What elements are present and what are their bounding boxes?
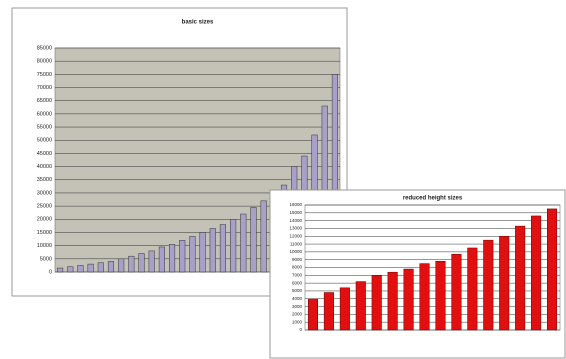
bar — [169, 244, 176, 273]
bar — [403, 268, 414, 331]
bar — [323, 292, 334, 331]
y-tick-label: 9000 — [292, 257, 303, 262]
bar — [158, 246, 165, 273]
bar — [355, 281, 366, 331]
bar — [307, 298, 318, 331]
y-tick-label: 10000 — [37, 243, 52, 249]
bar — [148, 250, 155, 273]
bar — [67, 266, 74, 273]
y-tick-label: 15000 — [289, 210, 302, 215]
bar — [97, 262, 104, 273]
chart-panel: basic sizes 0 5000 10000 15000 20000 25000 3000… — [11, 7, 348, 297]
chart-title: reduced height sizes — [403, 196, 463, 202]
bar — [339, 287, 350, 331]
bar — [118, 258, 125, 273]
bar — [219, 224, 226, 273]
bar — [57, 267, 64, 273]
chart-panel: reduced height sizes 0 1000 2000 3000 4000 500… — [269, 189, 566, 359]
bar — [451, 253, 462, 331]
bar — [531, 215, 542, 331]
bar — [387, 271, 398, 331]
y-tick-label: 11000 — [290, 241, 303, 246]
y-tick-label: 7000 — [292, 273, 303, 278]
bar — [547, 208, 558, 331]
bar — [209, 228, 216, 273]
bar — [87, 263, 94, 273]
y-tick-label: 12000 — [289, 233, 302, 238]
y-tick-label: 2000 — [292, 312, 303, 317]
y-tick-label: 75000 — [37, 72, 52, 78]
bar — [107, 261, 115, 273]
bar — [199, 232, 206, 273]
y-tick-label: 1000 — [292, 319, 303, 324]
y-tick-label: 35000 — [37, 177, 52, 183]
y-tick-label: 13000 — [289, 226, 302, 231]
y-tick-label: 20000 — [37, 217, 52, 223]
y-tick-label: 55000 — [37, 125, 52, 131]
y-tick-label: 50000 — [37, 138, 52, 144]
y-tick-label: 5000 — [40, 256, 52, 262]
bar — [128, 255, 135, 273]
bar — [179, 240, 186, 273]
bar — [419, 263, 430, 331]
y-tick-label: 45000 — [37, 151, 52, 157]
y-tick-label: 5000 — [292, 288, 303, 293]
y-tick-label: 16000 — [289, 202, 302, 207]
y-tick-label: 85000 — [37, 45, 52, 51]
bar — [189, 236, 196, 273]
bar — [371, 275, 382, 331]
y-tick-label: 15000 — [37, 230, 52, 236]
bar — [435, 261, 446, 331]
bar — [230, 219, 237, 273]
bar — [499, 236, 510, 331]
y-tick-label: 6000 — [292, 280, 303, 285]
y-tick-label: 40000 — [37, 164, 52, 170]
y-tick-label: 8000 — [292, 265, 303, 270]
y-tick-label: 25000 — [37, 204, 52, 210]
bar — [467, 247, 478, 331]
bar — [138, 253, 145, 273]
y-tick-label: 10000 — [289, 249, 302, 254]
bar — [250, 207, 257, 273]
y-tick-label: 70000 — [37, 85, 52, 91]
y-tick-label: 0 — [299, 327, 302, 332]
chart-title: basic sizes — [182, 20, 214, 26]
y-tick-label: 4000 — [292, 296, 303, 301]
y-tick-label: 60000 — [37, 111, 52, 117]
bar — [77, 265, 84, 273]
bar — [483, 239, 494, 331]
bar — [260, 200, 267, 273]
y-tick-label: 0 — [49, 269, 52, 275]
y-tick-label: 30000 — [37, 190, 52, 196]
bar — [515, 225, 526, 331]
y-tick-label: 65000 — [37, 98, 52, 104]
bar — [240, 213, 247, 273]
y-tick-label: 3000 — [292, 304, 303, 309]
y-tick-label: 80000 — [37, 59, 52, 65]
y-tick-label: 14000 — [289, 218, 302, 223]
